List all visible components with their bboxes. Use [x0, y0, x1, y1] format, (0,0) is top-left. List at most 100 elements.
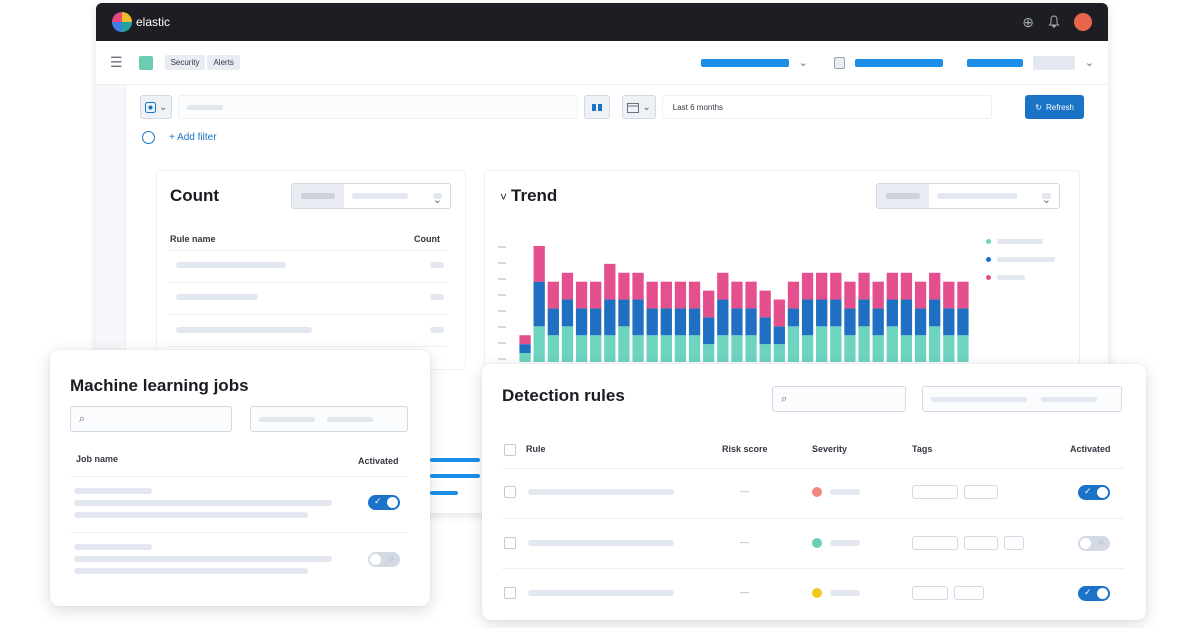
- filter-options-icon[interactable]: [142, 131, 155, 144]
- trend-bar-segment-0[interactable]: [872, 335, 884, 362]
- trend-bar-segment-2[interactable]: [688, 281, 701, 309]
- trend-bar-segment-2[interactable]: [943, 281, 955, 309]
- trend-bar-segment-2[interactable]: [590, 281, 602, 309]
- ml-jobs-filter-select[interactable]: [250, 406, 408, 432]
- column-header-job-name[interactable]: Job name: [76, 454, 119, 464]
- count-stack-select[interactable]: ⌄: [291, 183, 451, 209]
- trend-bar-segment-0[interactable]: [660, 335, 672, 362]
- trend-bar-segment-0[interactable]: [547, 335, 559, 362]
- trend-bar-segment-1[interactable]: [787, 308, 800, 327]
- rule-activated-toggle[interactable]: ○: [1078, 536, 1110, 551]
- trend-bar-segment-1[interactable]: [914, 308, 927, 336]
- header-link-placeholder[interactable]: [854, 58, 943, 67]
- trend-bar-segment-1[interactable]: [674, 308, 687, 336]
- trend-bar-segment-2[interactable]: [533, 246, 545, 282]
- trend-bar-segment-0[interactable]: [533, 326, 545, 362]
- rule-tag[interactable]: [1004, 536, 1024, 550]
- trend-bar-segment-2[interactable]: [886, 272, 898, 300]
- trend-bar-segment-0[interactable]: [731, 335, 743, 362]
- trend-bar-segment-2[interactable]: [957, 281, 969, 309]
- rule-row-checkbox[interactable]: [504, 537, 516, 549]
- trend-bar-segment-1[interactable]: [590, 308, 602, 336]
- trend-bar-segment-1[interactable]: [731, 308, 743, 336]
- query-language-switch[interactable]: ⌄: [140, 95, 173, 119]
- trend-bar-segment-0[interactable]: [929, 326, 941, 362]
- trend-bar-segment-0[interactable]: [886, 326, 898, 362]
- trend-bar-segment-0[interactable]: [590, 335, 602, 362]
- trend-bar-segment-2[interactable]: [660, 281, 672, 309]
- trend-bar-segment-0[interactable]: [717, 335, 729, 362]
- query-toggle-button[interactable]: [584, 95, 611, 119]
- header-link-placeholder[interactable]: [700, 58, 789, 67]
- trend-bar-segment-0[interactable]: [801, 335, 814, 362]
- trend-bar-segment-1[interactable]: [703, 317, 715, 345]
- column-header-severity[interactable]: Severity: [812, 444, 848, 454]
- trend-bar-segment-0[interactable]: [688, 335, 701, 362]
- trend-bar-segment-0[interactable]: [830, 326, 842, 362]
- trend-bar-segment-0[interactable]: [618, 326, 630, 362]
- breadcrumb-security[interactable]: Security: [164, 55, 206, 70]
- trend-bar-segment-0[interactable]: [943, 335, 955, 362]
- trend-bar-segment-2[interactable]: [801, 272, 814, 300]
- trend-bar-segment-1[interactable]: [957, 308, 969, 336]
- trend-bar-segment-0[interactable]: [816, 326, 828, 362]
- trend-bar-segment-2[interactable]: [717, 272, 729, 300]
- elastic-logo[interactable]: elastic: [112, 12, 170, 32]
- column-header-tags[interactable]: Tags: [912, 444, 933, 454]
- trend-bar-segment-1[interactable]: [872, 308, 884, 336]
- trend-bar-segment-2[interactable]: [914, 281, 927, 309]
- help-icon[interactable]: ⊕: [1022, 14, 1034, 30]
- rule-tag[interactable]: [912, 485, 958, 499]
- legend-item[interactable]: [986, 250, 1055, 268]
- trend-bar-segment-0[interactable]: [745, 335, 757, 362]
- trend-bar-segment-0[interactable]: [957, 335, 969, 362]
- header-link-placeholder[interactable]: [966, 58, 1023, 67]
- column-header-count[interactable]: Count: [414, 234, 440, 244]
- add-filter-link[interactable]: + Add filter: [169, 132, 217, 143]
- trend-bar-segment-0[interactable]: [646, 335, 658, 362]
- trend-bar-segment-1[interactable]: [618, 299, 630, 327]
- trend-bar-segment-1[interactable]: [929, 299, 941, 327]
- trend-bar-segment-2[interactable]: [646, 281, 658, 309]
- trend-bar-segment-1[interactable]: [519, 344, 531, 354]
- query-input[interactable]: [178, 95, 579, 119]
- job-activated-toggle[interactable]: ○: [368, 552, 400, 567]
- select-all-checkbox[interactable]: [504, 444, 516, 456]
- trend-bar-segment-2[interactable]: [929, 272, 941, 300]
- trend-bar-segment-1[interactable]: [801, 299, 814, 336]
- trend-bar-segment-1[interactable]: [858, 299, 870, 327]
- trend-bar-segment-2[interactable]: [561, 272, 574, 300]
- notification-bell-icon[interactable]: [1048, 14, 1060, 30]
- rule-tag[interactable]: [964, 536, 998, 550]
- trend-bar-segment-1[interactable]: [646, 308, 658, 336]
- trend-bar-segment-1[interactable]: [604, 299, 616, 336]
- trend-bar-segment-1[interactable]: [886, 299, 898, 327]
- date-range-display[interactable]: Last 6 months: [661, 95, 992, 119]
- trend-bar-segment-0[interactable]: [703, 344, 715, 362]
- rule-tag[interactable]: [954, 586, 984, 600]
- rule-activated-toggle[interactable]: ✓: [1078, 485, 1110, 500]
- trend-bar-segment-2[interactable]: [759, 290, 771, 318]
- trend-bar-segment-0[interactable]: [575, 335, 588, 362]
- rules-search-input[interactable]: ⌕: [772, 386, 906, 412]
- trend-bar-segment-0[interactable]: [759, 344, 771, 362]
- trend-bar-segment-0[interactable]: [787, 326, 800, 362]
- trend-bar-segment-1[interactable]: [900, 299, 913, 336]
- rule-tag[interactable]: [912, 536, 958, 550]
- trend-bar-segment-2[interactable]: [674, 281, 687, 309]
- trend-bar-segment-1[interactable]: [773, 326, 785, 345]
- rule-tag[interactable]: [912, 586, 948, 600]
- date-picker-button[interactable]: ⌄: [622, 95, 656, 119]
- trend-bar-segment-0[interactable]: [914, 335, 927, 362]
- trend-bar-segment-0[interactable]: [773, 344, 785, 362]
- trend-bar-segment-1[interactable]: [717, 299, 729, 336]
- trend-bar-segment-2[interactable]: [632, 272, 644, 300]
- trend-bar-segment-1[interactable]: [844, 308, 856, 336]
- ml-jobs-search-input[interactable]: ⌕: [70, 406, 232, 432]
- user-avatar[interactable]: [1074, 13, 1092, 31]
- legend-item[interactable]: [986, 232, 1055, 250]
- trend-bar-segment-2[interactable]: [547, 281, 559, 309]
- trend-bar-segment-2[interactable]: [900, 272, 913, 300]
- legend-item[interactable]: [986, 268, 1055, 286]
- trend-bar-segment-2[interactable]: [731, 281, 743, 309]
